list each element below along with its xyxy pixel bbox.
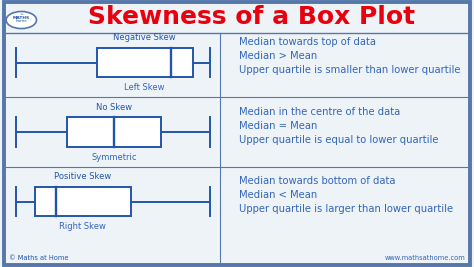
Text: Upper quartile is larger than lower quartile: Upper quartile is larger than lower quar… bbox=[239, 204, 454, 214]
Text: Median in the centre of the data: Median in the centre of the data bbox=[239, 107, 401, 117]
Text: Median towards top of data: Median towards top of data bbox=[239, 37, 376, 47]
Circle shape bbox=[6, 11, 36, 29]
Text: Positive Skew: Positive Skew bbox=[54, 172, 111, 181]
Text: home: home bbox=[16, 19, 27, 23]
Text: Skewness of a Box Plot: Skewness of a Box Plot bbox=[88, 5, 415, 29]
Text: Upper quartile is smaller than lower quartile: Upper quartile is smaller than lower qua… bbox=[239, 65, 461, 75]
Text: © Maths at Home: © Maths at Home bbox=[9, 255, 68, 261]
Text: Negative Skew: Negative Skew bbox=[113, 33, 176, 42]
Text: Left Skew: Left Skew bbox=[125, 83, 165, 92]
Bar bbox=[67, 117, 161, 147]
Bar bbox=[97, 48, 192, 77]
Text: Median towards bottom of data: Median towards bottom of data bbox=[239, 176, 396, 186]
Text: No Skew: No Skew bbox=[96, 103, 132, 112]
Bar bbox=[35, 187, 131, 216]
Text: Median < Mean: Median < Mean bbox=[239, 190, 318, 200]
Text: Upper quartile is equal to lower quartile: Upper quartile is equal to lower quartil… bbox=[239, 135, 439, 144]
Text: MATHS: MATHS bbox=[13, 16, 30, 19]
Text: Right Skew: Right Skew bbox=[59, 222, 106, 231]
Text: www.mathsathome.com: www.mathsathome.com bbox=[385, 255, 465, 261]
FancyBboxPatch shape bbox=[4, 2, 470, 265]
Text: Symmetric: Symmetric bbox=[91, 153, 137, 162]
Text: ^: ^ bbox=[19, 13, 23, 18]
Text: Median = Mean: Median = Mean bbox=[239, 121, 318, 131]
Text: Median > Mean: Median > Mean bbox=[239, 51, 318, 61]
